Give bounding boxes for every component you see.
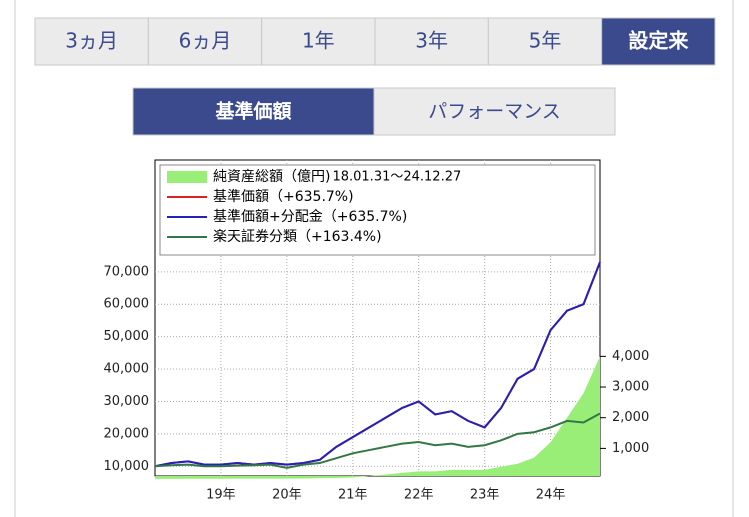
y-tick-label: 40,000	[104, 362, 150, 377]
tab-label[interactable]: 3年	[415, 29, 448, 53]
y2-tick-label: 2,000	[612, 410, 649, 425]
tab[interactable]	[374, 17, 489, 66]
y-tick-label: 20,000	[104, 426, 150, 441]
x-tick-label: 23年	[470, 488, 500, 503]
legend-period: 18.01.31〜24.12.27	[332, 170, 461, 185]
y2-tick-label: 4,000	[612, 349, 649, 364]
y-tick-label: 30,000	[104, 394, 150, 409]
y2-tick-label: 1,000	[612, 441, 649, 456]
x-tick-label: 20年	[272, 488, 302, 503]
legend-label: 楽天証券分類（+163.4%)	[213, 229, 382, 245]
toggle-label[interactable]: パフォーマンス	[428, 101, 561, 123]
toggle-label[interactable]: 基準価額	[214, 100, 291, 123]
legend-label: 純資産総額（億円)	[213, 169, 330, 185]
line	[154, 412, 601, 469]
toggle-button[interactable]	[132, 87, 375, 136]
legend-swatch	[167, 171, 207, 183]
y-tick-label: 60,000	[104, 297, 150, 312]
y2-tick-label: 3,000	[612, 380, 649, 395]
tab[interactable]	[147, 17, 263, 66]
y-tick-label: 10,000	[104, 459, 150, 474]
tab[interactable]	[601, 17, 716, 66]
tab-label[interactable]: 6ヵ月	[179, 29, 232, 53]
legend-label: 基準価額（+635.7%)	[213, 188, 354, 205]
x-tick-label: 22年	[404, 488, 434, 503]
tab[interactable]	[34, 17, 149, 66]
legend-box	[159, 164, 596, 256]
tab-label[interactable]: 1年	[302, 29, 335, 53]
legend-label: 基準価額+分配金（+635.7%)	[213, 208, 407, 225]
area	[155, 356, 600, 479]
tab[interactable]	[261, 17, 376, 66]
tab-label[interactable]: 3ヵ月	[65, 29, 118, 53]
y-tick-label: 50,000	[104, 329, 150, 344]
x-tick-label: 24年	[536, 488, 566, 503]
y-tick-label: 70,000	[104, 264, 150, 279]
tab-label[interactable]: 5年	[529, 29, 562, 53]
tab-label[interactable]: 設定来	[628, 29, 689, 53]
line	[154, 261, 601, 468]
x-tick-label: 19年	[206, 488, 236, 503]
x-tick-label: 21年	[338, 488, 368, 503]
toggle-button[interactable]	[373, 87, 616, 136]
